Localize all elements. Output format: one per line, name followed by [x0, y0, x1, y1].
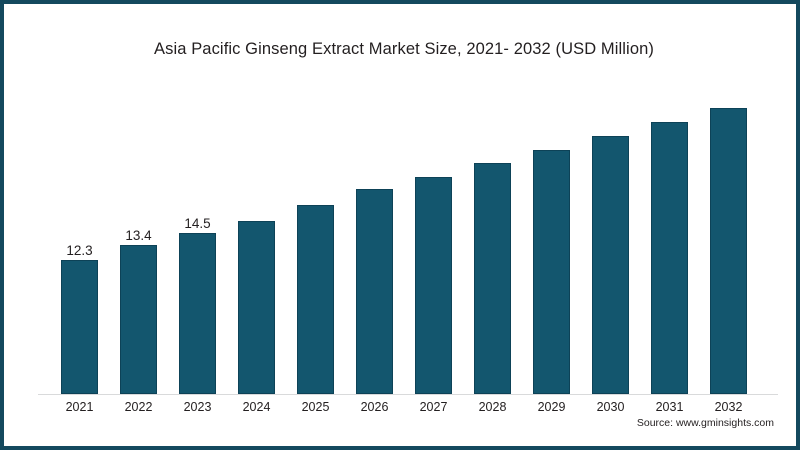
chart-canvas: Asia Pacific Ginseng Extract Market Size…: [8, 8, 792, 442]
bar-slot: [227, 87, 286, 394]
bar-slot: 12.3: [50, 87, 109, 394]
bar-slot: [640, 87, 699, 394]
bar-2027[interactable]: [415, 177, 452, 394]
bar-slot: [581, 87, 640, 394]
x-tick-2028: 2028: [478, 400, 507, 414]
bar-2031[interactable]: [651, 122, 688, 394]
bar-slot: [522, 87, 581, 394]
x-axis-line: [38, 394, 778, 395]
x-tick-2022: 2022: [124, 400, 153, 414]
bar-2029[interactable]: [533, 150, 570, 394]
bar-2024[interactable]: [238, 221, 275, 394]
source-attribution: Source: www.gminsights.com: [636, 417, 774, 429]
x-tick-2021: 2021: [65, 400, 94, 414]
bar-slot: [404, 87, 463, 394]
x-tick-2029: 2029: [537, 400, 566, 414]
bar-2028[interactable]: [474, 163, 511, 394]
bar-2026[interactable]: [356, 189, 393, 394]
bar-2032[interactable]: [710, 108, 747, 394]
x-tick-2025: 2025: [301, 400, 330, 414]
bar-2021[interactable]: [61, 260, 98, 394]
x-tick-2026: 2026: [360, 400, 389, 414]
bar-2022[interactable]: [120, 245, 157, 394]
x-tick-2024: 2024: [242, 400, 271, 414]
plot-area: 12.3 13.4 14.5: [38, 88, 778, 395]
bar-value-label: 12.3: [66, 243, 93, 258]
x-tick-2027: 2027: [419, 400, 448, 414]
x-tick-2023: 2023: [183, 400, 212, 414]
chart-title: Asia Pacific Ginseng Extract Market Size…: [154, 40, 654, 58]
x-tick-2032: 2032: [714, 400, 743, 414]
bar-slot: [345, 87, 404, 394]
bar-2030[interactable]: [592, 136, 629, 394]
bar-slot: [286, 87, 345, 394]
bar-value-label: 13.4: [125, 228, 152, 243]
x-tick-2031: 2031: [655, 400, 684, 414]
bar-value-label: 14.5: [184, 216, 211, 231]
bar-slot: 14.5: [168, 87, 227, 394]
x-tick-2030: 2030: [596, 400, 625, 414]
bar-slot: 13.4: [109, 87, 168, 394]
bar-2025[interactable]: [297, 205, 334, 394]
bar-slot: [699, 87, 758, 394]
bar-slot: [463, 87, 522, 394]
bar-2023[interactable]: [179, 233, 216, 394]
